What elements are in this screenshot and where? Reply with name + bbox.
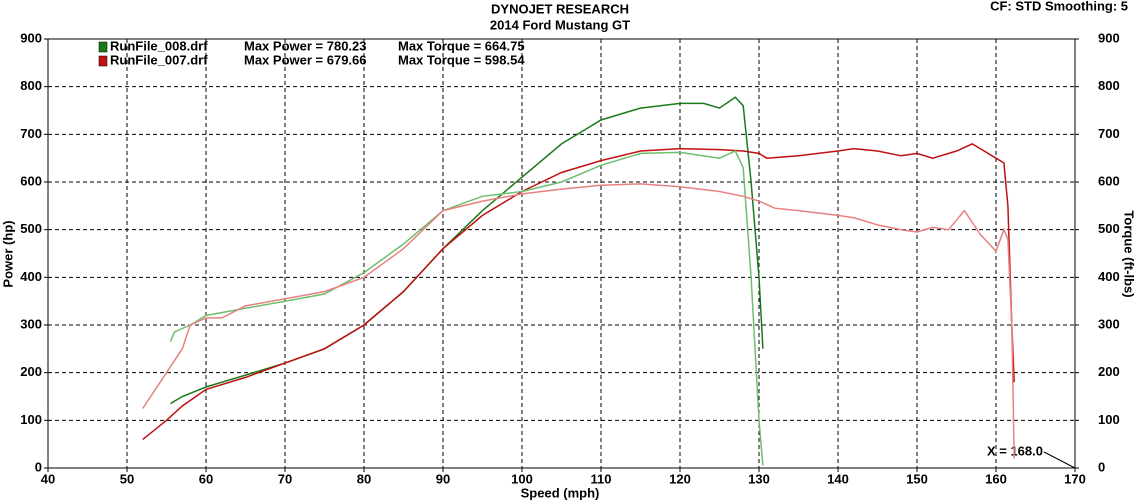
settings-text: CF: STD Smoothing: 5: [990, 0, 1128, 13]
y2-tick-label: 100: [1098, 412, 1120, 427]
legend-label: RunFile_007.drf: [110, 52, 208, 67]
x-tick-label: 90: [436, 471, 450, 486]
x-tick-label: 60: [199, 471, 213, 486]
y-tick-label: 0: [35, 459, 42, 474]
legend-note: Max Power = 679.66: [244, 52, 367, 67]
series-line: [142, 183, 1015, 459]
x-tick-label: 170: [1064, 471, 1086, 486]
y-tick-label: 400: [20, 269, 42, 284]
y2-tick-label: 400: [1098, 269, 1120, 284]
x-tick-label: 70: [278, 471, 292, 486]
x-tick-label: 140: [827, 471, 849, 486]
y-tick-label: 200: [20, 364, 42, 379]
y2-tick-label: 300: [1098, 316, 1120, 331]
x-tick-label: 100: [511, 471, 533, 486]
y2-tick-label: 700: [1098, 126, 1120, 141]
x-axis-label: Speed (mph): [521, 485, 600, 500]
x-tick-label: 50: [120, 471, 134, 486]
x-tick-label: 80: [357, 471, 371, 486]
y-tick-label: 700: [20, 126, 42, 141]
series-line: [142, 143, 1015, 440]
x-tick-label: 130: [748, 471, 770, 486]
y-tick-label: 800: [20, 78, 42, 93]
plot-frame: [47, 38, 1076, 469]
legend-note: Max Torque = 598.54: [398, 52, 525, 67]
annotation-leader: [1043, 451, 1076, 469]
x-tick-label: 110: [591, 471, 612, 486]
x-tick-label: 160: [985, 471, 1007, 486]
legend-swatch: [98, 41, 108, 53]
y2-tick-label: 200: [1098, 364, 1120, 379]
chart-title: DYNOJET RESEARCH: [491, 1, 629, 16]
series-line: [170, 96, 764, 405]
annotation: X = 168.0: [987, 443, 1043, 458]
y2-axis-label: Torque (ft-lbs): [1122, 210, 1137, 297]
y-tick-label: 600: [20, 173, 42, 188]
y2-tick-label: 500: [1098, 221, 1120, 236]
y2-tick-label: 0: [1098, 459, 1105, 474]
legend-swatch: [98, 55, 108, 67]
y2-tick-label: 800: [1098, 78, 1120, 93]
legend-label: RunFile_008.drf: [110, 38, 208, 53]
y-axis-label: Power (hp): [0, 220, 15, 287]
y-tick-label: 300: [20, 316, 42, 331]
x-tick-label: 150: [906, 471, 928, 486]
y-tick-label: 900: [20, 30, 42, 45]
y2-tick-label: 600: [1098, 173, 1120, 188]
legend-note: Max Power = 780.23: [244, 38, 367, 53]
y-tick-label: 100: [20, 412, 42, 427]
y-tick-label: 500: [20, 221, 42, 236]
legend-note: Max Torque = 664.75: [398, 38, 525, 53]
y2-tick-label: 900: [1098, 30, 1120, 45]
x-tick-label: 120: [669, 471, 691, 486]
chart-subtitle: 2014 Ford Mustang GT: [490, 17, 630, 32]
x-tick-label: 40: [41, 471, 55, 486]
series-line: [169, 150, 764, 466]
